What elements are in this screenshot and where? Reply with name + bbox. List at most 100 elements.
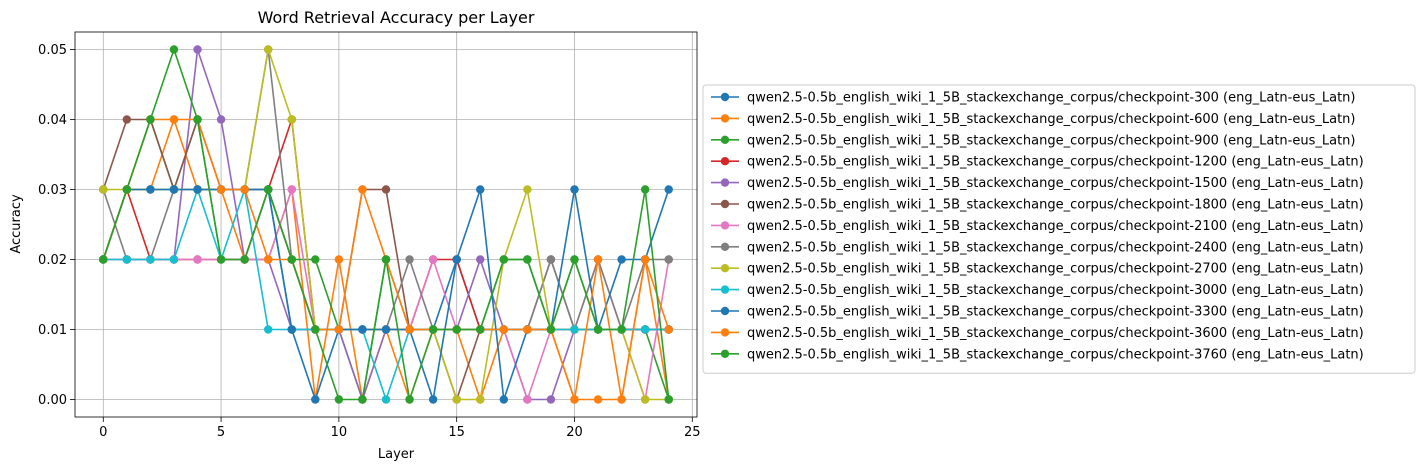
data-point [664, 185, 673, 194]
x-tick-label: 15 [448, 425, 465, 440]
data-point [452, 255, 461, 264]
axes-frame [74, 31, 698, 418]
data-point [546, 255, 556, 264]
plot-area [75, 32, 697, 417]
data-point [570, 325, 579, 334]
data-point [193, 185, 202, 194]
legend-marker [720, 221, 730, 230]
legend-marker [720, 349, 730, 358]
legend-marker [720, 285, 730, 294]
data-point [476, 325, 485, 334]
data-point [381, 255, 391, 264]
legend-item: qwen2.5-0.5b_english_wiki_1_5B_stackexch… [711, 283, 1364, 298]
legend-item: qwen2.5-0.5b_english_wiki_1_5B_stackexch… [711, 112, 1355, 127]
data-point [617, 395, 626, 404]
data-point [263, 255, 273, 264]
legend-item: qwen2.5-0.5b_english_wiki_1_5B_stackexch… [711, 155, 1364, 170]
data-point [428, 395, 438, 404]
data-point [617, 325, 626, 334]
data-point [122, 255, 132, 264]
data-point [452, 395, 461, 404]
data-point [287, 325, 296, 334]
data-point [593, 395, 603, 404]
y-tick-label: 0.01 [38, 323, 67, 338]
data-point [169, 255, 179, 264]
data-point [216, 115, 226, 124]
data-point [405, 325, 414, 334]
y-tick-label: 0.04 [38, 113, 67, 128]
data-point [99, 185, 108, 194]
data-point [169, 115, 179, 124]
data-point [546, 395, 556, 404]
data-point [499, 395, 509, 404]
legend-item: qwen2.5-0.5b_english_wiki_1_5B_stackexch… [711, 133, 1355, 148]
data-point [263, 45, 273, 54]
legend-item: qwen2.5-0.5b_english_wiki_1_5B_stackexch… [711, 91, 1355, 106]
legend-marker [720, 114, 730, 123]
data-point [287, 255, 296, 264]
data-point [193, 115, 202, 124]
legend-item: qwen2.5-0.5b_english_wiki_1_5B_stackexch… [711, 347, 1364, 362]
data-point [499, 255, 509, 264]
legend-label: qwen2.5-0.5b_english_wiki_1_5B_stackexch… [747, 326, 1364, 341]
legend-box [702, 84, 1416, 374]
data-point [240, 255, 249, 264]
data-point [664, 395, 673, 404]
data-point [664, 255, 673, 264]
data-point [570, 185, 579, 194]
x-tick-label: 0 [99, 425, 107, 440]
legend-label: qwen2.5-0.5b_english_wiki_1_5B_stackexch… [747, 219, 1364, 234]
data-point [523, 255, 532, 264]
legend: qwen2.5-0.5b_english_wiki_1_5B_stackexch… [702, 84, 1416, 374]
legend-label: qwen2.5-0.5b_english_wiki_1_5B_stackexch… [747, 305, 1364, 320]
data-point [476, 255, 485, 264]
data-point [664, 325, 673, 334]
legend-label: qwen2.5-0.5b_english_wiki_1_5B_stackexch… [747, 198, 1364, 213]
legend-label: qwen2.5-0.5b_english_wiki_1_5B_stackexch… [747, 262, 1364, 277]
data-point [476, 395, 485, 404]
legend-label: qwen2.5-0.5b_english_wiki_1_5B_stackexch… [747, 176, 1364, 191]
data-point [381, 395, 391, 404]
data-point [405, 255, 414, 264]
legend-item: qwen2.5-0.5b_english_wiki_1_5B_stackexch… [711, 198, 1364, 213]
x-tick-label: 25 [684, 425, 701, 440]
legend-marker [720, 178, 730, 187]
data-point [523, 395, 532, 404]
data-point [169, 185, 179, 194]
data-point [640, 185, 650, 194]
data-point [570, 395, 579, 404]
data-point [263, 185, 273, 194]
data-point [334, 325, 344, 334]
data-point [263, 325, 273, 334]
data-point [311, 395, 320, 404]
data-point [381, 185, 391, 194]
legend-item: qwen2.5-0.5b_english_wiki_1_5B_stackexch… [711, 176, 1364, 191]
data-point [122, 115, 132, 124]
data-point [146, 185, 155, 194]
legend-marker [720, 92, 730, 102]
data-point [593, 255, 603, 264]
data-point [617, 255, 626, 264]
x-tick-label: 20 [566, 425, 583, 440]
legend-label: qwen2.5-0.5b_english_wiki_1_5B_stackexch… [747, 240, 1364, 255]
data-point [405, 395, 414, 404]
data-point [311, 325, 320, 334]
legend-item: qwen2.5-0.5b_english_wiki_1_5B_stackexch… [711, 326, 1364, 341]
series-13 [99, 45, 673, 404]
data-point [428, 325, 438, 334]
data-point [381, 325, 391, 334]
data-point [358, 395, 367, 404]
data-point [193, 255, 202, 264]
data-point [523, 185, 532, 194]
data-point [122, 185, 132, 194]
data-point [287, 115, 296, 124]
data-point [546, 325, 556, 334]
data-point [146, 115, 155, 124]
legend-item: qwen2.5-0.5b_english_wiki_1_5B_stackexch… [711, 240, 1364, 255]
y-tick-label: 0.02 [38, 253, 67, 268]
legend-marker [720, 157, 730, 166]
data-point [428, 255, 438, 264]
legend-label: qwen2.5-0.5b_english_wiki_1_5B_stackexch… [747, 155, 1364, 170]
data-point [311, 255, 320, 264]
